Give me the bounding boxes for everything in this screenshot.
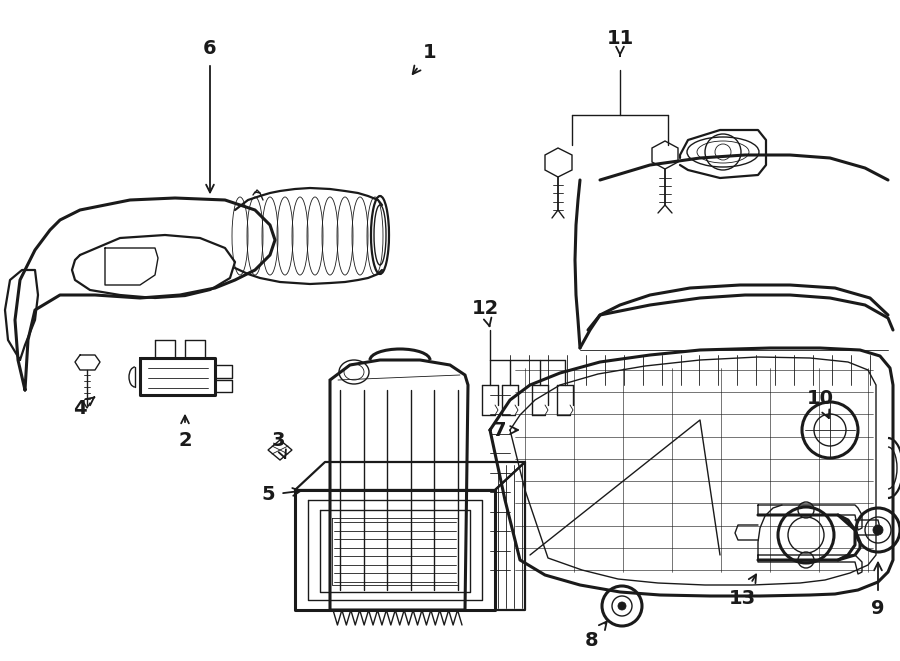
Text: 7: 7: [493, 420, 518, 440]
Text: 3: 3: [271, 430, 286, 458]
Circle shape: [618, 602, 626, 610]
Circle shape: [873, 525, 883, 535]
Text: 9: 9: [871, 563, 885, 617]
Text: 5: 5: [261, 485, 301, 504]
Text: 12: 12: [472, 299, 499, 327]
Text: 13: 13: [728, 574, 756, 607]
Text: 1: 1: [413, 42, 436, 74]
Text: 2: 2: [178, 416, 192, 449]
Text: 6: 6: [203, 38, 217, 192]
Text: 4: 4: [73, 397, 94, 418]
Text: 11: 11: [607, 28, 634, 56]
Text: 10: 10: [806, 389, 833, 418]
Text: 8: 8: [585, 621, 607, 650]
